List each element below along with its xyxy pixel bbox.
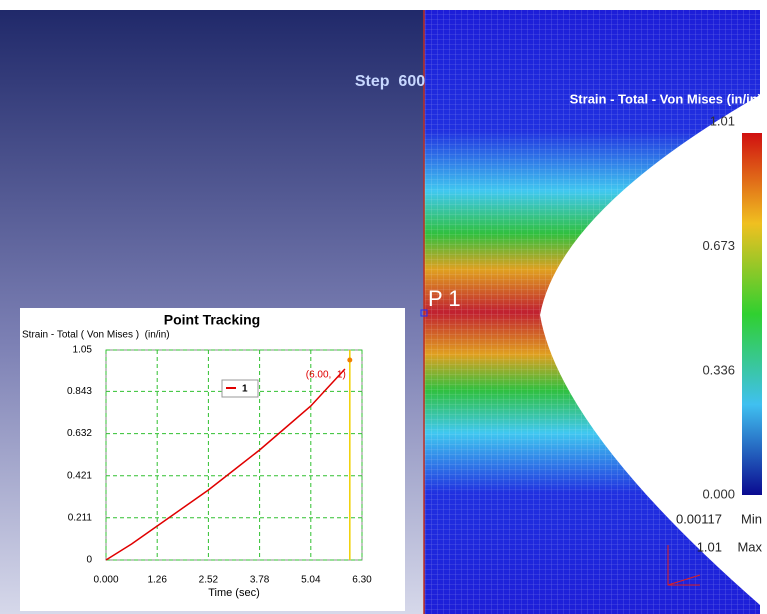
legend-tick-label: 1.01 [710, 113, 735, 128]
y-tick-label: 0.843 [67, 386, 92, 397]
y-tick-label: 0 [86, 555, 92, 566]
legend-tick-label: 0.000 [702, 486, 735, 501]
screen: P 1 Step 600 Strain - Total - Von Mises … [0, 0, 767, 614]
x-tick-label: 0.000 [93, 575, 118, 586]
max-label: Max [737, 539, 762, 554]
x-tick-label: 6.30 [352, 575, 372, 586]
x-axis-label: Time (sec) [208, 587, 260, 599]
y-tick-label: 1.05 [73, 345, 93, 356]
max-value: 1.01 [697, 539, 722, 554]
chart-title: Point Tracking [164, 312, 260, 328]
x-tick-label: 1.26 [147, 575, 167, 586]
legend-label: 1 [242, 384, 248, 395]
color-bar [742, 133, 762, 495]
legend-title: Strain - Total - Von Mises (in/in) [570, 91, 762, 106]
cursor-point [347, 358, 352, 363]
x-tick-label: 3.78 [250, 575, 270, 586]
y-tick-label: 0.632 [67, 428, 92, 439]
cursor-label: (6.00, 1) [306, 370, 346, 381]
y-tick-label: 0.421 [67, 470, 92, 481]
legend-tick-label: 0.673 [702, 238, 735, 253]
y-tick-label: 0.211 [68, 512, 93, 523]
x-tick-label: 2.52 [199, 575, 219, 586]
y-axis-label: Strain - Total ( Von Mises ) (in/in) [22, 330, 170, 341]
min-value: 0.00117 [676, 511, 722, 526]
min-label: Min [741, 511, 762, 526]
step-label: Step 600 [355, 73, 425, 90]
point-label: P 1 [428, 286, 461, 311]
legend-tick-label: 0.336 [702, 362, 735, 377]
x-tick-label: 5.04 [301, 575, 321, 586]
